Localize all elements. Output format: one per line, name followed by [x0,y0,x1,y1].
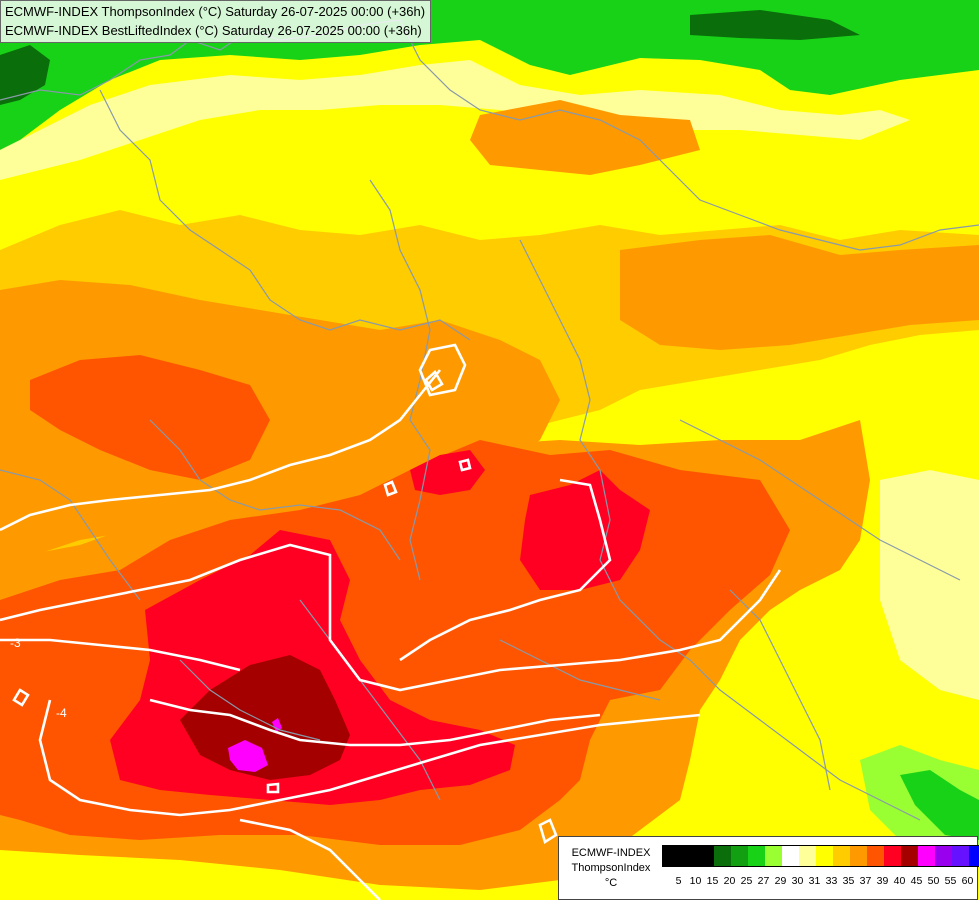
field-red-east [520,470,650,590]
legend-label: 5 [675,875,682,887]
field-magenta-dot [272,718,282,732]
legend-label: 15 [706,875,719,887]
legend-swatch [799,846,816,866]
field-pale-yellow-north [0,60,910,180]
map-title-box: ECMWF-INDEX ThompsonIndex (°C) Saturday … [0,0,432,43]
legend-label: 33 [825,875,838,887]
legend-label: 27 [757,875,770,887]
legend-swatch [884,846,901,866]
legend-swatch [714,846,731,866]
color-legend: ECMWF-INDEX ThompsonIndex °C 5 10 15 20 25 27… [558,836,979,900]
lifted-index-contours [0,343,782,900]
legend-spacer [662,875,670,887]
field-green-dark-nw [0,45,50,105]
legend-label: 35 [842,875,855,887]
legend-swatch [731,846,748,866]
legend-label: 10 [689,875,702,887]
legend-swatch [833,846,850,866]
legend-label: 25 [740,875,753,887]
legend-swatch [680,846,697,866]
field-green-se-inner [900,770,979,840]
field-magenta-core [228,740,268,772]
legend-label: 50 [927,875,940,887]
legend-model: ECMWF-INDEX [571,847,651,859]
legend-swatch [952,846,969,866]
legend-swatch [765,846,782,866]
legend-swatch [969,846,979,866]
legend-label: 55 [944,875,957,887]
field-orange-red-west [30,355,270,480]
contour-label: -3 [10,636,21,650]
field-green-dark-ne [690,10,860,40]
legend-swatches [662,845,979,867]
legend-parameter: ThompsonIndex [571,862,651,874]
contour-label: -4 [56,706,67,720]
legend-swatch [901,846,918,866]
legend-swatch [748,846,765,866]
title-thompson-index: ECMWF-INDEX ThompsonIndex (°C) Saturday … [5,4,426,19]
legend-label: 40 [893,875,906,887]
title-best-lifted-index: ECMWF-INDEX BestLiftedIndex (°C) Saturda… [5,23,422,38]
legend-label: 60 [961,875,974,887]
legend-label: 31 [808,875,821,887]
legend-swatch [867,846,884,866]
legend-swatch [697,846,714,866]
legend-swatch [782,846,799,866]
legend-unit: °C [604,877,618,889]
legend-label: 45 [910,875,923,887]
field-orange-north-blobs [470,100,700,175]
legend-label: 37 [859,875,872,887]
legend-title: ECMWF-INDEX ThompsonIndex °C [563,846,659,891]
field-dark-red-core [180,655,350,780]
legend-swatch [816,846,833,866]
field-pale-yellow-east [880,470,979,700]
legend-swatch [850,846,867,866]
legend-swatch [935,846,952,866]
legend-label: 30 [791,875,804,887]
legend-labels: 5 10 15 20 25 27 29 30 31 33 35 37 39 40 45 50 55 60 [662,875,976,887]
legend-label: 29 [774,875,787,887]
legend-label: 20 [723,875,736,887]
field-orange-east-band [620,235,979,350]
legend-label: 39 [876,875,889,887]
legend-swatch [918,846,935,866]
legend-swatch [663,846,680,866]
